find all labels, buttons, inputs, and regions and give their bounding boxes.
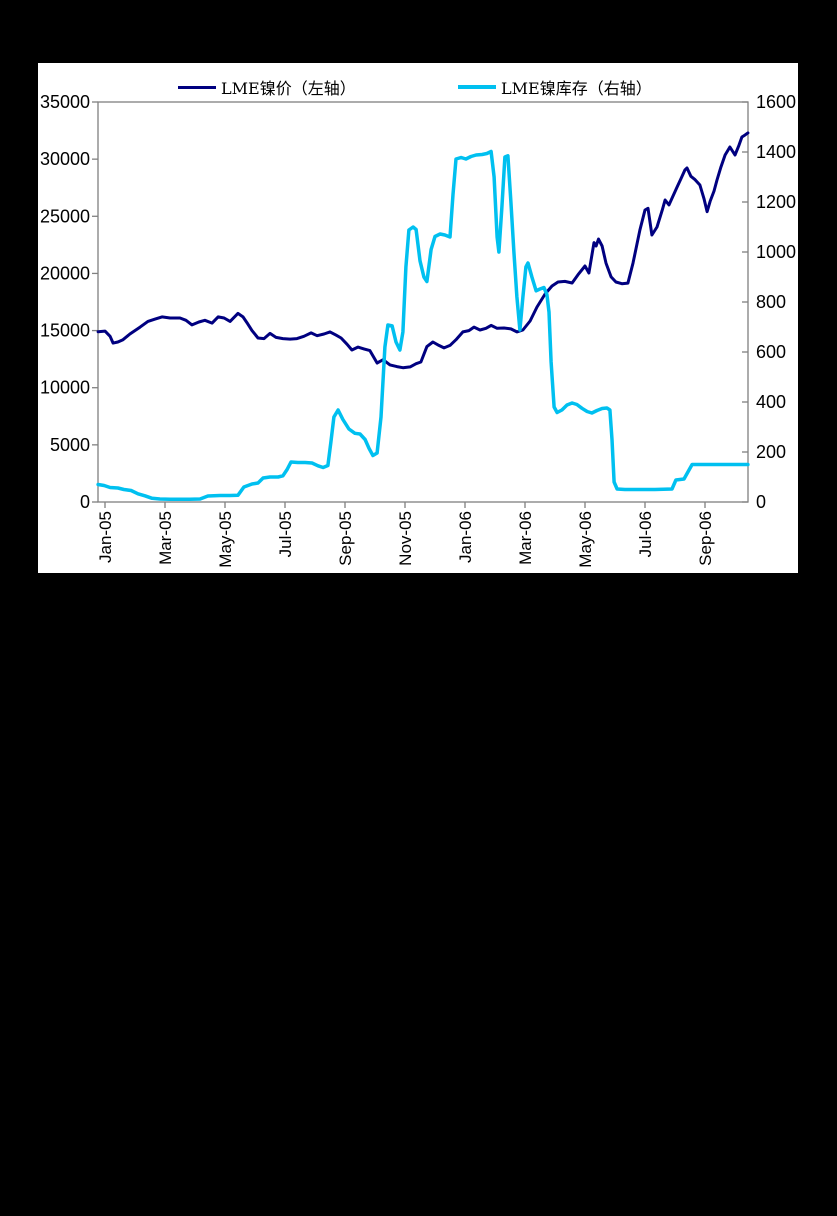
plot-frame: [97, 101, 749, 503]
legend-item-price: LME镍价（左轴）: [178, 75, 356, 99]
x-tick-label: Nov-05: [396, 511, 415, 566]
y-right-tick-label: 1400: [756, 142, 796, 162]
y-left-tick-label: 30000: [40, 149, 90, 169]
y-left-tick-label: 20000: [40, 263, 90, 283]
y-left-tick-label: 10000: [40, 378, 90, 398]
y-left-tick-label: 5000: [50, 435, 90, 455]
x-tick-label: Jul-06: [636, 511, 655, 557]
x-tick-label: May-05: [216, 511, 235, 568]
y-right-tick-label: 600: [756, 342, 786, 362]
x-tick-label: Mar-05: [156, 511, 175, 565]
y-left-tick-label: 0: [80, 492, 90, 512]
stock-line: [96, 149, 750, 502]
y-right-tick-label: 200: [756, 442, 786, 462]
y-right-tick-label: 800: [756, 292, 786, 312]
dual-axis-line-chart: 0 5000 10000 15000 20000 25000 30000 35000 0 200 4…: [40, 92, 796, 568]
x-tick-label: Mar-06: [516, 511, 535, 565]
stock-line-swatch: [458, 85, 496, 89]
price-line-swatch: [178, 85, 216, 89]
y-right-tick-label: 1600: [756, 92, 796, 112]
x-tick-label: Sep-05: [336, 511, 355, 566]
y-right-tick-label: 0: [756, 492, 766, 512]
price-line: [96, 131, 750, 370]
y-right-tick-label: 1000: [756, 242, 796, 262]
y-left-tick-label: 35000: [40, 92, 90, 112]
y-right-tick-label: 400: [756, 392, 786, 412]
legend-label-stock: LME镍库存（右轴）: [501, 79, 652, 98]
x-tick-label: May-06: [576, 511, 595, 568]
x-tick-label: Jan-06: [456, 511, 475, 563]
y-left-tick-label: 25000: [40, 206, 90, 226]
x-tick-label: Sep-06: [696, 511, 715, 566]
legend-label-price: LME镍价（左轴）: [221, 79, 356, 98]
chart-panel: 0 5000 10000 15000 20000 25000 30000 35000 0 200 4…: [38, 63, 798, 573]
x-tick-label: Jul-05: [276, 511, 295, 557]
x-tick-label: Jan-05: [96, 511, 115, 563]
y-right-tick-label: 1200: [756, 192, 796, 212]
y-left-tick-label: 15000: [40, 321, 90, 341]
legend-item-stock: LME镍库存（右轴）: [458, 75, 652, 99]
